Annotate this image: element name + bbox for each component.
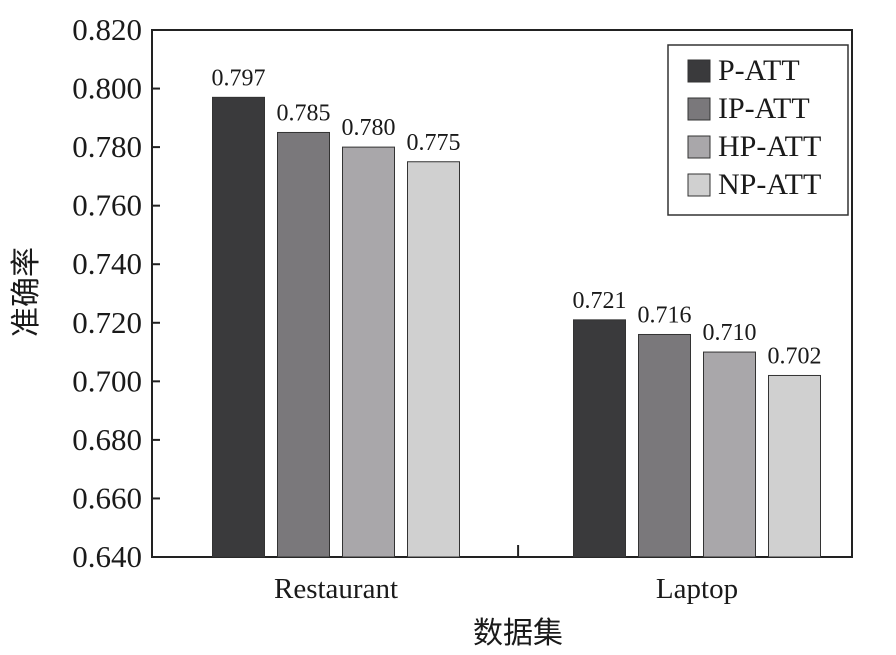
y-tick-label: 0.760 (72, 188, 142, 223)
y-tick-label: 0.700 (72, 363, 142, 398)
data-labels: 0.797 0.785 0.780 0.775 0.721 0.716 0.710 0.702 (212, 65, 822, 369)
bar (768, 374, 821, 558)
bar (342, 146, 395, 558)
data-label: 0.716 (638, 302, 692, 328)
legend: P-ATT IP-ATT HP-ATT NP-ATT (667, 44, 849, 216)
y-tick-label: 0.740 (72, 246, 142, 281)
bar (638, 333, 691, 558)
legend-label: IP-ATT (718, 92, 810, 125)
data-label: 0.710 (703, 320, 757, 346)
bar (573, 319, 626, 558)
legend-swatch (687, 97, 711, 121)
y-tick-label: 0.720 (72, 305, 142, 340)
data-label: 0.721 (573, 288, 627, 314)
x-category-label: Restaurant (274, 573, 398, 605)
legend-label: P-ATT (718, 54, 800, 87)
bar (212, 96, 265, 558)
data-label: 0.785 (277, 100, 331, 126)
legend-swatch (687, 135, 711, 159)
legend-swatch (687, 173, 711, 197)
y-tick-label: 0.660 (72, 480, 142, 515)
x-axis-title: 数据集 (473, 617, 563, 650)
y-tick-label: 0.640 (72, 539, 142, 574)
legend-swatch (687, 59, 711, 83)
y-tick-label: 0.680 (72, 422, 142, 457)
bar (703, 351, 756, 558)
bars (212, 96, 821, 558)
y-axis-title: 准确率 (10, 247, 43, 337)
legend-label: NP-ATT (718, 168, 821, 201)
legend-label: HP-ATT (718, 130, 821, 163)
bar (407, 161, 460, 558)
data-label: 0.780 (342, 115, 396, 141)
x-category-label: Laptop (656, 573, 738, 605)
y-axis-ticks: 0.640 0.660 0.680 0.700 0.720 0.740 0.760 0.780… (72, 12, 160, 574)
bar (277, 131, 330, 558)
data-label: 0.775 (407, 130, 461, 156)
data-label: 0.797 (212, 65, 266, 91)
y-tick-label: 0.780 (72, 129, 142, 164)
x-axis-categories: Restaurant Laptop (274, 573, 738, 605)
y-tick-label: 0.800 (72, 71, 142, 106)
data-label: 0.702 (768, 343, 822, 369)
y-tick-label: 0.820 (72, 12, 142, 47)
plot-frame (151, 29, 853, 558)
